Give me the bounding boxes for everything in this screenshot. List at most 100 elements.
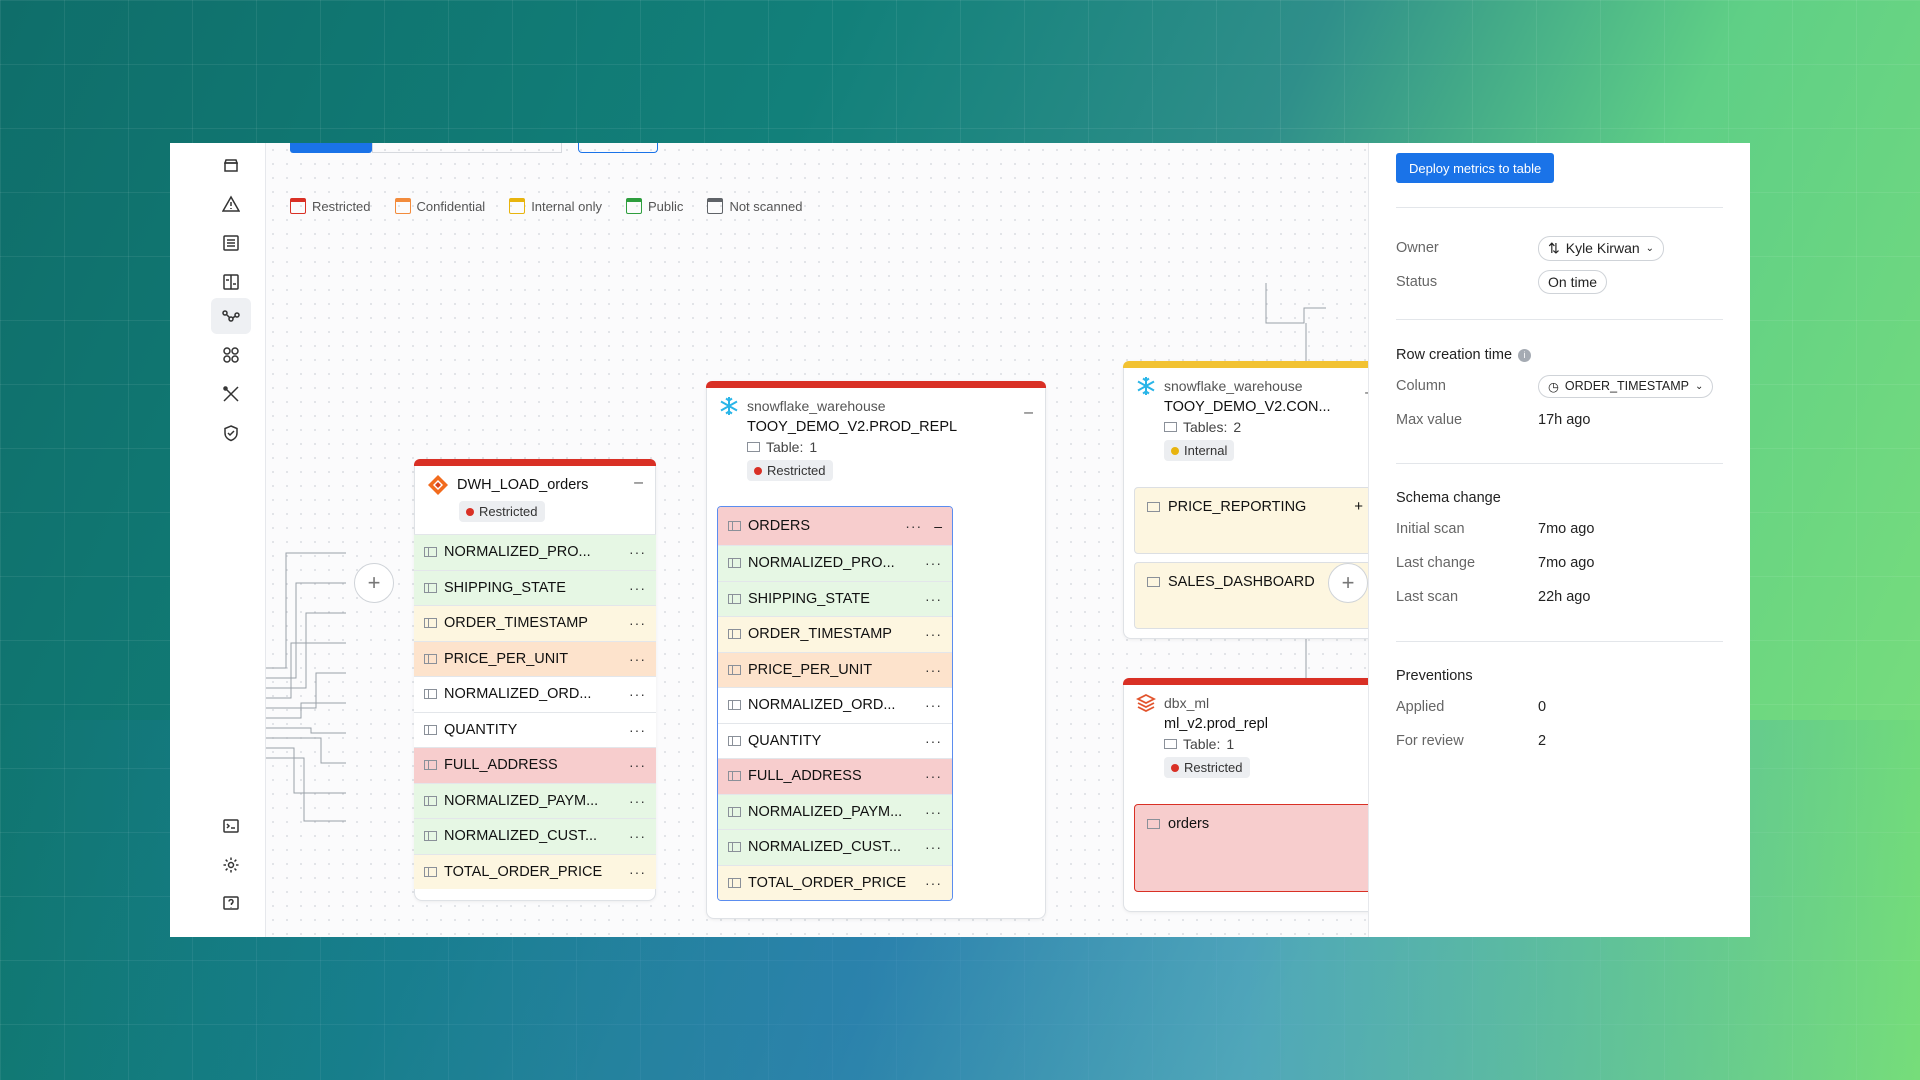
lineage-icon[interactable] — [211, 298, 251, 334]
initial-scan-value: 7mo ago — [1538, 521, 1595, 537]
more-icon[interactable]: ··· — [629, 863, 646, 880]
column-row[interactable]: PRICE_PER_UNIT ··· — [414, 640, 656, 676]
collapse-button[interactable]: – — [1024, 404, 1033, 421]
help-icon[interactable] — [218, 891, 244, 917]
deploy-metrics-button[interactable]: Deploy metrics to table — [1396, 153, 1555, 183]
column-icon — [424, 724, 437, 735]
table-orders[interactable]: ORDERS ··· – NORMALIZED_PRO... ··· SHIPPIN… — [717, 506, 953, 901]
column-row[interactable]: ORDER_TIMESTAMP ··· — [718, 616, 952, 652]
owner-label: Owner — [1396, 240, 1439, 256]
column-row[interactable]: TOTAL_ORDER_PRICE ··· — [718, 864, 952, 900]
column-row[interactable]: ORDER_TIMESTAMP ··· — [414, 605, 656, 641]
column-name: TOTAL_ORDER_PRICE — [748, 874, 907, 891]
more-icon[interactable]: ··· — [629, 615, 646, 632]
column-name: NORMALIZED_ORD... — [748, 697, 896, 714]
column-row[interactable]: PRICE_PER_UNIT ··· — [718, 651, 952, 687]
more-icon[interactable]: ··· — [629, 686, 646, 703]
apps-icon[interactable] — [218, 342, 244, 368]
column-row[interactable]: QUANTITY ··· — [718, 722, 952, 758]
column-icon — [728, 700, 741, 711]
column-row[interactable]: NORMALIZED_PRO... ··· — [414, 534, 656, 570]
status-badge: On time — [1538, 270, 1608, 294]
column-row[interactable]: FULL_ADDRESS ··· — [718, 758, 952, 794]
column-row[interactable]: SHIPPING_STATE ··· — [718, 580, 952, 616]
compare-icon[interactable] — [218, 269, 244, 295]
more-icon[interactable]: ··· — [925, 626, 942, 643]
column-name: NORMALIZED_PAYM... — [444, 792, 599, 809]
more-icon[interactable]: ··· — [629, 650, 646, 667]
shield-icon[interactable] — [218, 420, 244, 446]
expand-button[interactable]: + — [1354, 498, 1363, 515]
more-icon[interactable]: ··· — [905, 518, 923, 534]
more-icon[interactable]: ··· — [925, 661, 942, 678]
gear-icon[interactable] — [218, 852, 244, 878]
last-change-label: Last change — [1396, 555, 1476, 571]
collapse-button[interactable]: – — [634, 474, 643, 491]
more-icon[interactable]: ··· — [629, 544, 646, 561]
column-name: TOTAL_ORDER_PRICE — [444, 863, 603, 880]
column-list: NORMALIZED_PRO... ··· SHIPPING_STATE ··· ORD… — [414, 534, 656, 889]
legend-label: Restricted — [312, 198, 371, 214]
column-row[interactable]: SHIPPING_STATE ··· — [414, 569, 656, 605]
collapse-table-button[interactable]: – — [934, 518, 942, 534]
column-row[interactable]: FULL_ADDRESS ··· — [414, 747, 656, 783]
alert-icon[interactable] — [218, 191, 244, 217]
legend-internal: Internal only — [509, 198, 602, 214]
lineage-canvas[interactable]: Restricted Confidential Internal only Pu… — [266, 143, 1422, 937]
add-downstream-button[interactable]: + — [1328, 563, 1368, 603]
column-row[interactable]: NORMALIZED_ORD... ··· — [718, 687, 952, 723]
more-icon[interactable]: ··· — [925, 803, 942, 820]
terminal-icon[interactable] — [218, 813, 244, 839]
column-name: NORMALIZED_ORD... — [444, 686, 592, 703]
toolbar-search[interactable] — [372, 143, 562, 153]
toolbar-button[interactable] — [578, 143, 658, 153]
database-icon[interactable] — [218, 152, 244, 178]
add-upstream-button[interactable]: + — [354, 563, 394, 603]
column-row[interactable]: NORMALIZED_CUST... ··· — [718, 829, 952, 865]
tools-icon[interactable] — [218, 381, 244, 407]
column-icon — [728, 664, 741, 675]
node-dwh-load-orders[interactable]: DWH_LOAD_orders Restricted – NORMALIZED_… — [414, 459, 656, 901]
column-row[interactable]: NORMALIZED_CUST... ··· — [414, 818, 656, 854]
table-price-reporting[interactable]: PRICE_REPORTING + — [1134, 487, 1376, 554]
table-icon — [728, 521, 741, 531]
table-icon — [1164, 739, 1177, 749]
column-row[interactable]: QUANTITY ··· — [414, 711, 656, 747]
more-icon[interactable]: ··· — [925, 555, 942, 572]
more-icon[interactable]: ··· — [925, 732, 942, 749]
column-row[interactable]: NORMALIZED_PAYM... ··· — [414, 782, 656, 818]
column-row[interactable]: TOTAL_ORDER_PRICE ··· — [414, 853, 656, 889]
catalog-icon[interactable] — [218, 230, 244, 256]
more-icon[interactable]: ··· — [925, 874, 942, 891]
table-name: SALES_DASHBOARD — [1168, 573, 1315, 590]
source-name: dbx_ml — [1164, 695, 1210, 711]
column-row[interactable]: NORMALIZED_PAYM... ··· — [718, 793, 952, 829]
swap-icon: ⇅ — [1548, 239, 1560, 256]
column-icon — [728, 806, 741, 817]
column-row[interactable]: NORMALIZED_PRO... ··· — [718, 545, 952, 581]
column-row[interactable]: NORMALIZED_ORD... ··· — [414, 676, 656, 712]
table-header-row[interactable]: ORDERS ··· – — [718, 507, 952, 545]
column-select[interactable]: ◷ ORDER_TIMESTAMP ⌄ — [1538, 374, 1714, 398]
info-icon[interactable]: i — [1518, 348, 1532, 362]
toolbar-tab-active[interactable] — [290, 143, 372, 153]
more-icon[interactable]: ··· — [629, 828, 646, 845]
classification-cap — [414, 459, 656, 466]
owner-select[interactable]: ⇅ Kyle Kirwan ⌄ — [1538, 235, 1665, 261]
more-icon[interactable]: ··· — [925, 590, 942, 607]
initial-scan-label: Initial scan — [1396, 521, 1465, 537]
node-prod-repl[interactable]: snowflake_warehouse TOOY_DEMO_V2.PROD_RE… — [706, 381, 1046, 919]
node-header: dbx_ml ml_v2.prod_repl Table: 1 Restrict… — [1136, 693, 1409, 778]
more-icon[interactable]: ··· — [925, 839, 942, 856]
dataset-name: ml_v2.prod_repl — [1164, 716, 1268, 732]
more-icon[interactable]: ··· — [629, 721, 646, 738]
more-icon[interactable]: ··· — [925, 768, 942, 785]
badge-label: Restricted — [479, 504, 538, 519]
column-name: NORMALIZED_CUST... — [748, 839, 902, 856]
more-icon[interactable]: ··· — [629, 579, 646, 596]
table-icon — [747, 442, 760, 452]
more-icon[interactable]: ··· — [629, 792, 646, 809]
more-icon[interactable]: ··· — [925, 697, 942, 714]
more-icon[interactable]: ··· — [629, 757, 646, 774]
classification-badge: Restricted — [747, 460, 833, 481]
